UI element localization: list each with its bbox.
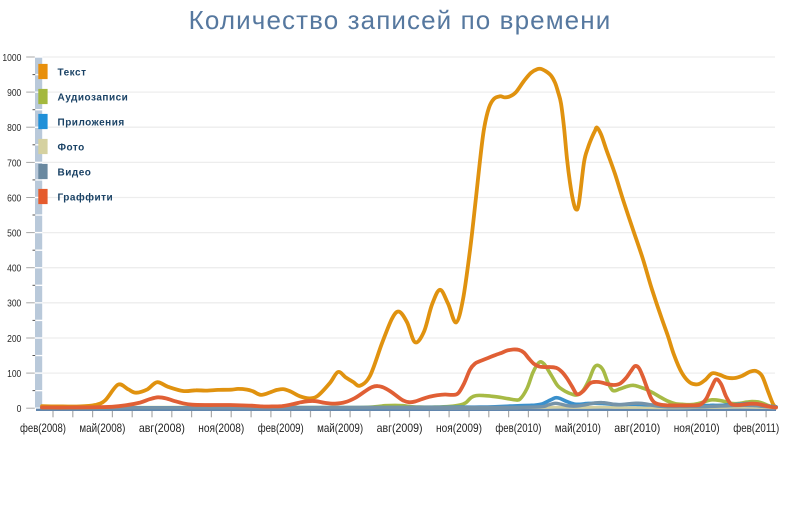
svg-text:800: 800 bbox=[7, 122, 21, 134]
svg-text:Видео: Видео bbox=[58, 168, 92, 179]
svg-text:Приложения: Приложения bbox=[58, 118, 125, 129]
svg-text:май(2010): май(2010) bbox=[555, 421, 601, 435]
svg-text:200: 200 bbox=[7, 333, 21, 345]
svg-text:Граффити: Граффити bbox=[58, 192, 114, 204]
svg-text:авг(2010): авг(2010) bbox=[614, 421, 660, 435]
svg-text:ноя(2008): ноя(2008) bbox=[198, 421, 244, 435]
svg-text:Аудиозаписи: Аудиозаписи bbox=[58, 93, 129, 104]
svg-text:авг(2008): авг(2008) bbox=[139, 421, 185, 435]
svg-text:фев(2010): фев(2010) bbox=[495, 421, 541, 435]
svg-text:Фото: Фото bbox=[58, 143, 85, 154]
svg-text:ноя(2009): ноя(2009) bbox=[436, 421, 482, 435]
svg-text:фев(2008): фев(2008) bbox=[20, 421, 66, 435]
svg-text:ноя(2010): ноя(2010) bbox=[674, 421, 720, 435]
svg-text:400: 400 bbox=[7, 263, 21, 275]
svg-text:300: 300 bbox=[7, 298, 21, 310]
svg-text:100: 100 bbox=[7, 368, 21, 380]
svg-text:500: 500 bbox=[7, 228, 21, 240]
svg-text:май(2009): май(2009) bbox=[317, 421, 363, 435]
svg-text:май(2008): май(2008) bbox=[79, 421, 125, 435]
svg-text:авг(2009): авг(2009) bbox=[377, 421, 423, 435]
svg-text:1000: 1000 bbox=[2, 52, 21, 64]
svg-text:700: 700 bbox=[7, 157, 21, 169]
svg-text:0: 0 bbox=[17, 403, 22, 415]
svg-text:фев(2009): фев(2009) bbox=[258, 421, 304, 435]
svg-text:Текст: Текст bbox=[58, 68, 87, 79]
svg-text:фев(2011): фев(2011) bbox=[733, 421, 779, 435]
svg-text:600: 600 bbox=[7, 192, 21, 204]
svg-text:900: 900 bbox=[7, 87, 21, 99]
